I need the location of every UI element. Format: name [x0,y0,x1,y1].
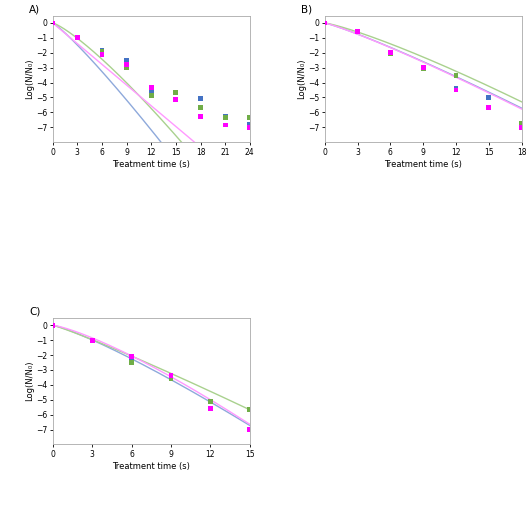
X-axis label: Treatment time (s): Treatment time (s) [384,160,462,169]
X-axis label: Treatment time (s): Treatment time (s) [112,462,190,471]
Point [172,96,180,104]
Point [196,94,204,102]
Point [246,425,254,434]
Point [122,60,131,69]
Point [172,88,180,96]
Point [353,27,362,35]
Point [386,49,395,57]
Point [221,113,229,121]
Point [97,50,106,58]
Point [128,358,136,367]
Point [48,321,57,329]
Legend: 180℃ SHS 1, Log(N/N₀) = -0.2651X¹˙¹⁹⁴⁰ (R² = 0.9998), 180℃ SHS 2, Log(N/N₀) = -0: 180℃ SHS 1, Log(N/N₀) = -0.2651X¹˙¹⁹⁴⁰ (… [60,452,189,495]
Point [172,88,180,96]
Point [147,91,155,99]
Y-axis label: Log(N/N₀): Log(N/N₀) [25,361,34,401]
Point [386,50,395,58]
Point [73,34,82,42]
Point [206,397,214,405]
Point [48,19,57,27]
X-axis label: Treatment time (s): Treatment time (s) [112,160,190,169]
Point [452,84,460,93]
Point [88,336,96,344]
Point [167,374,175,382]
Point [97,47,106,55]
Point [122,64,131,72]
Point [419,64,427,72]
Legend: 100℃ SS 1, Log(N/N₀) = -0.4233X¹˙¹³⁹² (R² = 0.9756), 100℃ SS 2, Log(N/N₀) = -0.2: 100℃ SS 1, Log(N/N₀) = -0.4233X¹˙¹³⁹² (R… [60,149,189,193]
Point [246,123,254,131]
Point [128,353,136,361]
Point [485,103,493,111]
Point [320,19,329,27]
Point [353,27,362,35]
Point [128,354,136,362]
Point [167,374,175,382]
Point [246,405,254,414]
Point [48,321,57,329]
Legend: 140℃ SHS 1, Log(N/N₀) = -0.2125X¹˙¹³⁹⁰ (R² = 0.9889), 140℃ SHS 2, Log(N/N₀) = -0: 140℃ SHS 1, Log(N/N₀) = -0.2125X¹˙¹³⁹⁰ (… [331,149,461,193]
Point [246,405,254,414]
Point [518,121,526,130]
Point [88,336,96,344]
Point [206,404,214,413]
Point [196,112,204,120]
Point [246,114,254,122]
Point [73,34,82,42]
Point [518,119,526,128]
Point [246,120,254,128]
Point [73,34,82,42]
Point [419,64,427,72]
Point [221,121,229,129]
Point [320,19,329,27]
Point [88,336,96,344]
Point [485,94,493,102]
Point [320,19,329,27]
Y-axis label: Log(N/N₀): Log(N/N₀) [25,58,34,99]
Text: A): A) [29,5,40,14]
Text: B): B) [301,5,312,14]
Text: C): C) [29,307,41,317]
Point [196,103,204,111]
Point [419,64,427,72]
Point [48,19,57,27]
Point [485,103,493,111]
Point [452,71,460,79]
Y-axis label: Log(N/N₀): Log(N/N₀) [297,58,307,99]
Point [386,49,395,57]
Point [452,86,460,94]
Point [206,397,214,405]
Point [147,84,155,92]
Point [97,47,106,55]
Point [353,27,362,35]
Point [518,123,526,131]
Point [147,87,155,96]
Point [48,321,57,329]
Point [221,114,229,122]
Point [167,372,175,380]
Point [48,19,57,27]
Point [122,56,131,64]
